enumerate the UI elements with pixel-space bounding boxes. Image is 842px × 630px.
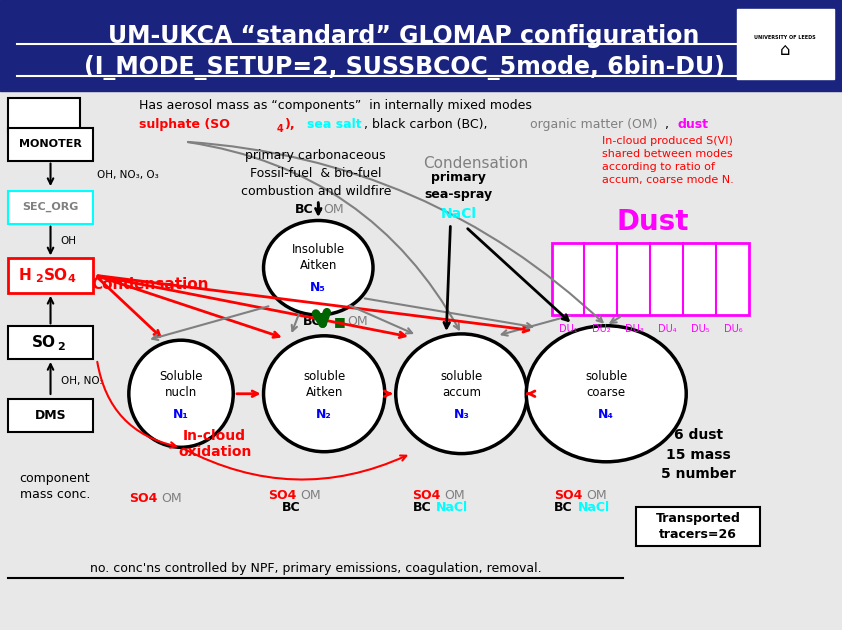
Text: (I_MODE_SETUP=2, SUSSBCOC_5mode, 6bin-DU): (I_MODE_SETUP=2, SUSSBCOC_5mode, 6bin-DU… <box>83 55 725 80</box>
Text: BC: BC <box>303 315 322 328</box>
Text: , black carbon (BC),: , black carbon (BC), <box>364 118 488 131</box>
Text: DU₁: DU₁ <box>559 324 578 334</box>
Text: primary
sea-spray: primary sea-spray <box>425 171 493 201</box>
Text: OH, NO₃: OH, NO₃ <box>61 376 104 386</box>
Text: Has aerosol mass as “components”  in internally mixed modes: Has aerosol mass as “components” in inte… <box>139 99 532 112</box>
Text: soluble
accum: soluble accum <box>440 370 482 399</box>
Text: SO4: SO4 <box>268 490 296 502</box>
Text: sulphate (SO: sulphate (SO <box>139 118 230 131</box>
Text: DU₃: DU₃ <box>625 324 643 334</box>
Ellipse shape <box>396 334 527 454</box>
Text: 2: 2 <box>57 341 65 352</box>
Text: NaCl: NaCl <box>441 207 477 221</box>
Text: In-cloud
oxidation: In-cloud oxidation <box>178 429 252 459</box>
Text: DU₄: DU₄ <box>658 324 676 334</box>
Ellipse shape <box>264 220 373 315</box>
Text: SO4: SO4 <box>413 490 441 502</box>
Text: SEC_ORG: SEC_ORG <box>23 202 78 212</box>
Text: BC: BC <box>295 203 313 216</box>
Text: ↓: ↓ <box>313 203 323 216</box>
Text: N₄: N₄ <box>599 408 614 421</box>
Bar <box>8 191 93 224</box>
Text: DMS: DMS <box>35 409 67 421</box>
Text: ,: , <box>665 118 669 131</box>
Text: OM: OM <box>323 203 344 216</box>
Text: Condensation: Condensation <box>91 277 209 292</box>
Text: H: H <box>19 268 31 283</box>
Bar <box>0 0 842 91</box>
Text: SO: SO <box>32 335 56 350</box>
Text: N₂: N₂ <box>317 408 332 421</box>
Text: OM: OM <box>586 490 606 502</box>
Text: ⌂: ⌂ <box>780 42 790 59</box>
Text: dust: dust <box>678 118 709 131</box>
Text: Transported
tracers=26: Transported tracers=26 <box>656 512 740 541</box>
Bar <box>8 258 93 293</box>
Text: BC: BC <box>554 501 573 514</box>
Text: component
mass conc.: component mass conc. <box>19 472 90 501</box>
Text: BC: BC <box>282 501 301 514</box>
Text: NaCl: NaCl <box>436 501 468 514</box>
Bar <box>636 507 760 546</box>
Text: 4: 4 <box>276 123 283 134</box>
Text: soluble
Aitken: soluble Aitken <box>303 370 345 399</box>
Text: OH, NO₃, O₃: OH, NO₃, O₃ <box>97 170 158 180</box>
Text: SO4: SO4 <box>554 490 583 502</box>
Text: In-cloud produced S(VI)
shared between modes
according to ratio of
accum, coarse: In-cloud produced S(VI) shared between m… <box>602 136 733 185</box>
Text: MONOTER: MONOTER <box>19 139 82 149</box>
Text: Dust: Dust <box>616 208 689 236</box>
Text: SO4: SO4 <box>129 493 157 505</box>
Text: OH: OH <box>61 236 77 246</box>
Text: OM: OM <box>300 490 320 502</box>
Text: 2: 2 <box>35 274 43 284</box>
Text: DU₂: DU₂ <box>592 324 610 334</box>
Text: UM-UKCA “standard” GLOMAP configuration: UM-UKCA “standard” GLOMAP configuration <box>109 24 700 48</box>
Text: ),: ), <box>285 118 296 131</box>
Text: OM: OM <box>445 490 465 502</box>
Ellipse shape <box>526 326 686 462</box>
Text: UNIVERSITY OF LEEDS: UNIVERSITY OF LEEDS <box>754 35 816 40</box>
Text: Condensation: Condensation <box>424 156 528 171</box>
Bar <box>8 399 93 432</box>
Bar <box>8 128 93 161</box>
Ellipse shape <box>129 340 233 447</box>
Text: OM: OM <box>347 315 367 328</box>
Text: BC: BC <box>413 501 431 514</box>
Bar <box>8 98 80 132</box>
Text: 6 dust
15 mass
5 number: 6 dust 15 mass 5 number <box>661 428 737 481</box>
Bar <box>8 326 93 359</box>
Text: N₃: N₃ <box>454 408 469 421</box>
Text: OM: OM <box>162 493 182 505</box>
Text: primary carbonaceous
Fossil-fuel  & bio-fuel
combustion and wildfire: primary carbonaceous Fossil-fuel & bio-f… <box>241 149 391 198</box>
Text: no. conc'ns controlled by NPF, primary emissions, coagulation, removal.: no. conc'ns controlled by NPF, primary e… <box>90 563 541 575</box>
Text: N₅: N₅ <box>311 282 326 294</box>
Text: N₁: N₁ <box>173 408 189 421</box>
Ellipse shape <box>264 336 385 452</box>
Text: soluble
coarse: soluble coarse <box>585 370 627 399</box>
Text: Insoluble
Aitken: Insoluble Aitken <box>291 243 345 272</box>
Text: Soluble
nucln: Soluble nucln <box>159 370 203 399</box>
Text: 4: 4 <box>67 274 75 284</box>
Bar <box>737 9 834 79</box>
Text: NaCl: NaCl <box>578 501 610 514</box>
Text: DU₆: DU₆ <box>723 324 742 334</box>
Bar <box>552 243 749 315</box>
Text: sea salt: sea salt <box>307 118 362 131</box>
Text: organic matter (OM): organic matter (OM) <box>530 118 658 131</box>
Text: DU₅: DU₅ <box>690 324 709 334</box>
Text: ■: ■ <box>333 315 345 328</box>
Text: SO: SO <box>44 268 68 283</box>
